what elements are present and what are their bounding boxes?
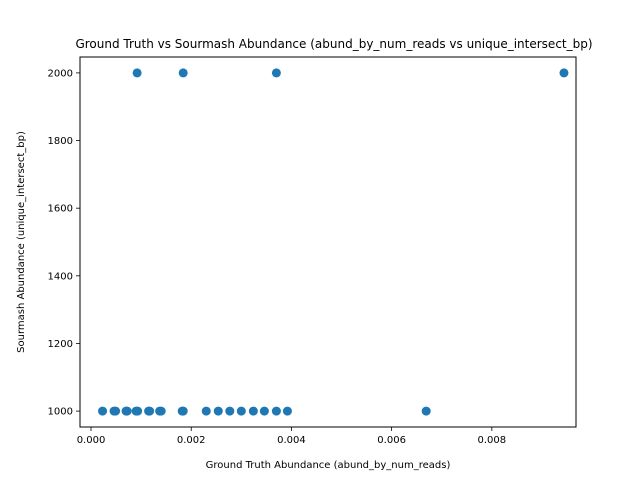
data-point	[133, 406, 143, 416]
y-tick-label: 1600	[48, 204, 73, 215]
data-point	[271, 406, 281, 416]
y-tick-label: 1000	[48, 407, 73, 418]
y-axis-title: Sourmash Abundance (unique_intersect_bp)	[16, 131, 27, 353]
data-point	[271, 68, 281, 78]
y-tick-label: 2000	[48, 68, 73, 79]
data-point	[259, 406, 269, 416]
data-point	[282, 406, 292, 416]
data-point	[111, 406, 121, 416]
data-point	[178, 68, 188, 78]
y-axis: 1000 1200 1400 1600 1800 2000	[48, 68, 80, 418]
x-tick-label: 0.002	[177, 435, 206, 446]
y-tick-label: 1400	[48, 271, 73, 282]
data-point	[236, 406, 246, 416]
data-point	[559, 68, 569, 78]
data-points	[98, 68, 569, 416]
data-point	[248, 406, 258, 416]
y-tick-label: 1800	[48, 136, 73, 147]
data-point	[201, 406, 211, 416]
data-point	[421, 406, 431, 416]
data-point	[145, 406, 155, 416]
data-point	[213, 406, 223, 416]
data-point	[225, 406, 235, 416]
data-point	[178, 406, 188, 416]
data-point	[122, 406, 132, 416]
x-tick-label: 0.004	[277, 435, 306, 446]
x-tick-label: 0.000	[77, 435, 106, 446]
y-tick-label: 1200	[48, 339, 73, 350]
plot-frame	[79, 56, 577, 428]
chart-title: Ground Truth vs Sourmash Abundance (abun…	[75, 37, 592, 51]
data-point	[98, 406, 108, 416]
x-tick-label: 0.008	[478, 435, 507, 446]
data-point	[156, 406, 166, 416]
x-tick-label: 0.006	[377, 435, 406, 446]
x-axis: 0.000 0.002 0.004 0.006 0.008	[77, 427, 506, 446]
x-axis-title: Ground Truth Abundance (abund_by_num_rea…	[206, 460, 451, 471]
data-point	[132, 68, 142, 78]
